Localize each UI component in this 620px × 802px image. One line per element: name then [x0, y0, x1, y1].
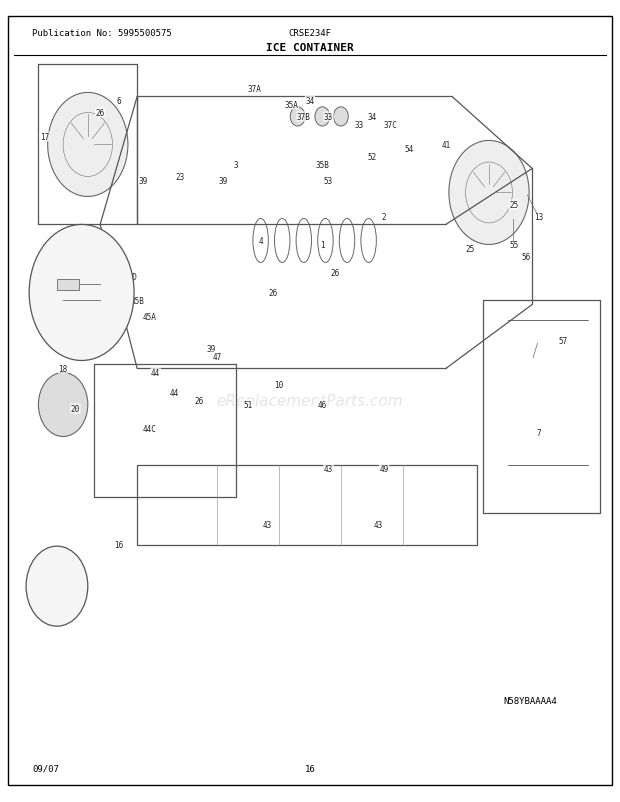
Text: 17: 17: [40, 133, 49, 142]
Text: 43: 43: [262, 520, 272, 529]
Text: 47: 47: [213, 353, 222, 362]
Circle shape: [449, 141, 529, 245]
Text: 23: 23: [175, 172, 185, 182]
Text: 2: 2: [382, 213, 386, 221]
Circle shape: [38, 373, 88, 437]
Text: 45D: 45D: [124, 273, 138, 282]
Circle shape: [315, 107, 330, 127]
Text: Publication No: 5995500575: Publication No: 5995500575: [32, 30, 172, 38]
Text: 3: 3: [234, 160, 238, 170]
Text: 16: 16: [304, 764, 316, 772]
Text: 45A: 45A: [143, 313, 156, 322]
Text: 16: 16: [114, 541, 123, 549]
Circle shape: [334, 107, 348, 127]
Text: 35B: 35B: [316, 160, 329, 170]
Text: 13: 13: [534, 213, 543, 221]
Text: 25: 25: [466, 245, 475, 253]
Text: 35A: 35A: [285, 101, 298, 110]
Text: 33: 33: [324, 113, 333, 122]
Text: 39: 39: [139, 176, 148, 186]
Text: 45: 45: [52, 257, 61, 265]
Text: 46: 46: [317, 400, 327, 410]
Text: 26: 26: [268, 289, 278, 298]
Text: 6: 6: [117, 97, 121, 106]
Text: N58YBAAAA4: N58YBAAAA4: [503, 695, 557, 705]
Text: 44: 44: [151, 369, 161, 378]
Circle shape: [32, 553, 82, 617]
Text: ICE CONTAINER: ICE CONTAINER: [266, 43, 354, 53]
Text: 53: 53: [324, 176, 333, 186]
Text: 37C: 37C: [383, 121, 397, 130]
Circle shape: [290, 107, 305, 127]
Text: 52: 52: [367, 152, 376, 162]
Text: 45B: 45B: [130, 297, 144, 306]
Text: 56: 56: [521, 253, 531, 261]
Text: 1: 1: [320, 241, 325, 249]
Text: 15: 15: [52, 581, 61, 589]
Text: 09/07: 09/07: [32, 764, 59, 772]
Text: 33: 33: [355, 121, 364, 130]
Text: 43: 43: [373, 520, 383, 529]
Text: 20: 20: [71, 404, 80, 414]
Text: 41: 41: [441, 141, 450, 150]
Text: 34: 34: [306, 97, 314, 106]
Text: 51: 51: [244, 400, 253, 410]
Text: 57: 57: [559, 337, 568, 346]
Text: 44: 44: [170, 388, 179, 398]
Text: 26: 26: [95, 109, 105, 118]
Text: 25: 25: [509, 200, 518, 209]
Text: 37B: 37B: [297, 113, 311, 122]
Text: 37A: 37A: [247, 85, 262, 94]
Text: 26: 26: [194, 396, 203, 406]
Text: 54: 54: [404, 144, 414, 154]
Circle shape: [26, 546, 88, 626]
Text: CRSE234F: CRSE234F: [288, 30, 332, 38]
Text: 18: 18: [58, 365, 68, 374]
Text: 43: 43: [324, 464, 333, 473]
Text: 7: 7: [536, 428, 541, 437]
Text: 39: 39: [206, 345, 216, 354]
Text: 34: 34: [367, 113, 376, 122]
Text: 4: 4: [259, 237, 263, 245]
Circle shape: [29, 225, 134, 361]
Text: 50: 50: [58, 309, 68, 318]
Text: 45C: 45C: [50, 281, 64, 290]
Text: eReplacementParts.com: eReplacementParts.com: [216, 394, 404, 408]
Text: 39: 39: [219, 176, 228, 186]
Text: 49: 49: [379, 464, 389, 473]
Text: 10: 10: [275, 380, 284, 390]
Text: 26: 26: [330, 269, 339, 277]
Text: 55: 55: [509, 241, 518, 249]
Bar: [57, 280, 79, 290]
Circle shape: [48, 93, 128, 197]
Text: 44C: 44C: [143, 424, 156, 433]
